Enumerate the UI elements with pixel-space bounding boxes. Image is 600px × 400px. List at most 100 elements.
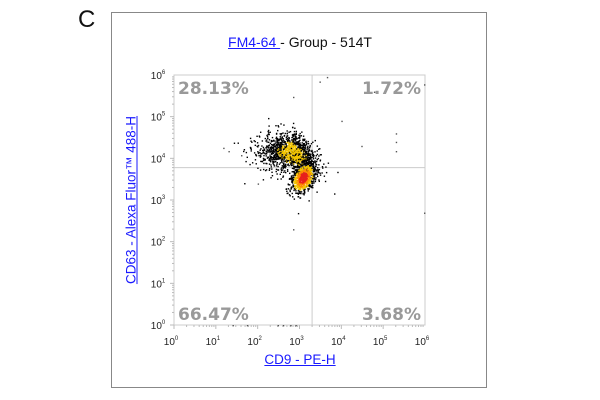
data-point	[279, 144, 281, 146]
data-point	[282, 167, 285, 169]
data-point	[271, 151, 273, 154]
data-point	[282, 176, 284, 178]
data-point	[294, 178, 296, 181]
data-point	[307, 167, 310, 169]
data-point	[296, 166, 299, 168]
data-point	[295, 180, 297, 182]
data-point	[290, 176, 293, 178]
data-point	[245, 160, 247, 163]
data-point	[289, 153, 291, 155]
data-point	[316, 172, 318, 174]
data-point	[303, 170, 305, 172]
data-point	[275, 125, 277, 127]
data-point	[302, 149, 304, 151]
data-point	[312, 186, 314, 189]
data-point	[299, 191, 301, 193]
data-point	[271, 136, 274, 139]
data-point	[268, 163, 271, 165]
data-point	[304, 178, 306, 181]
data-point	[287, 144, 290, 147]
data-point	[294, 135, 296, 138]
data-point	[283, 158, 286, 160]
data-point	[254, 144, 257, 147]
data-point	[309, 173, 311, 175]
data-point	[290, 159, 292, 161]
data-point	[272, 158, 275, 160]
data-point	[288, 145, 290, 148]
data-point	[237, 142, 239, 144]
data-point	[285, 143, 287, 145]
data-point	[250, 140, 252, 142]
x-tick-label: 104	[331, 336, 346, 348]
data-point	[262, 159, 265, 162]
data-point	[304, 163, 307, 165]
data-point	[276, 147, 279, 149]
data-point	[300, 183, 302, 185]
data-point	[289, 172, 291, 175]
x-axis-label[interactable]: CD9 - PE-H	[264, 352, 336, 367]
data-point	[277, 155, 279, 157]
data-point	[302, 146, 304, 149]
data-point	[268, 169, 271, 171]
data-point	[272, 140, 274, 142]
data-point	[298, 172, 300, 174]
data-point	[312, 158, 315, 160]
data-point	[294, 149, 297, 151]
y-tick-label: 103	[151, 195, 166, 207]
data-point	[257, 144, 260, 147]
data-point	[304, 166, 307, 168]
parameter-link[interactable]: FM4-64	[228, 34, 281, 50]
data-point	[266, 141, 268, 143]
data-point	[286, 137, 289, 140]
data-point	[312, 163, 315, 166]
data-point	[291, 192, 293, 195]
data-point	[300, 186, 302, 188]
data-point	[334, 193, 336, 195]
data-point	[308, 176, 310, 178]
data-point	[301, 185, 304, 188]
data-point	[275, 153, 278, 155]
data-point	[279, 153, 282, 155]
data-point	[293, 130, 296, 133]
data-point	[296, 154, 298, 157]
data-point	[296, 157, 299, 159]
data-point	[269, 150, 271, 153]
data-point	[295, 183, 298, 185]
data-point	[300, 163, 302, 166]
data-point	[269, 148, 271, 151]
data-point	[309, 166, 311, 169]
data-point	[289, 189, 291, 191]
x-tick-label: 106	[415, 336, 430, 348]
data-point	[302, 138, 304, 141]
data-point	[297, 185, 299, 187]
data-point	[309, 180, 312, 183]
data-point	[298, 192, 301, 194]
data-point	[250, 148, 252, 150]
data-point	[297, 158, 300, 161]
data-point	[297, 170, 299, 172]
data-point	[302, 161, 304, 163]
data-point	[319, 174, 322, 176]
data-point	[294, 177, 297, 179]
data-point	[303, 171, 305, 174]
data-point	[297, 195, 300, 198]
data-point	[313, 168, 316, 170]
data-point	[276, 163, 278, 165]
data-point	[288, 139, 290, 142]
data-point	[261, 145, 263, 147]
data-point	[293, 187, 296, 190]
data-point	[302, 183, 305, 185]
data-point	[317, 170, 319, 172]
data-point	[289, 146, 292, 148]
data-point	[312, 165, 315, 167]
data-point	[287, 150, 290, 153]
data-point	[307, 142, 310, 145]
data-point	[309, 156, 312, 158]
data-point	[290, 179, 293, 181]
data-point	[302, 160, 305, 162]
data-point	[294, 184, 296, 187]
data-point	[258, 151, 260, 154]
data-point	[294, 186, 296, 188]
data-point	[279, 152, 282, 154]
data-point	[299, 174, 301, 177]
